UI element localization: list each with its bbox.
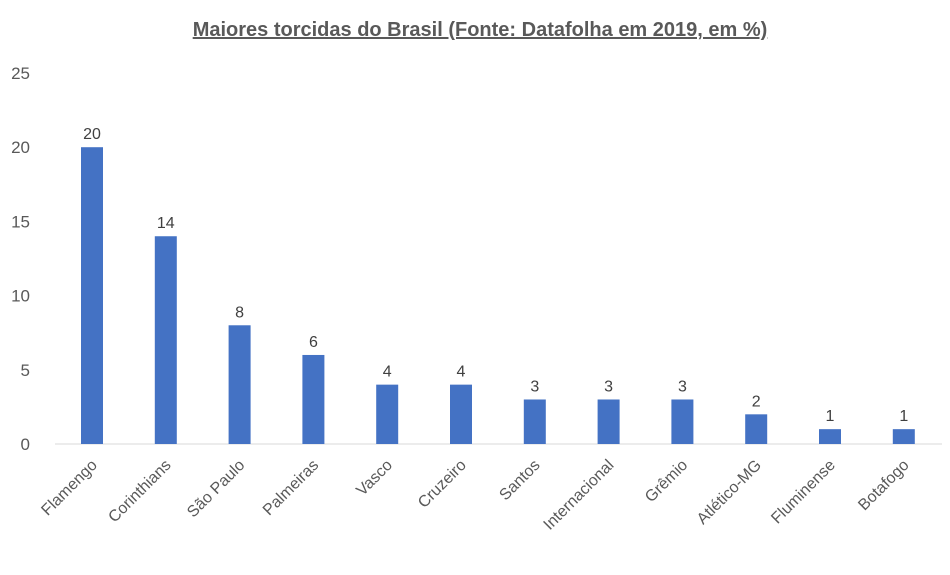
data-label: 8 (235, 304, 244, 321)
x-tick-label: Vasco (353, 457, 396, 500)
data-label: 4 (457, 364, 466, 381)
bar (154, 236, 177, 444)
x-tick-label: Atlético-MG (694, 457, 765, 528)
data-label: 4 (383, 364, 392, 381)
data-label: 3 (678, 378, 687, 395)
y-tick-label: 20 (11, 138, 30, 157)
data-label: 6 (309, 334, 318, 351)
y-tick-label: 25 (11, 64, 30, 83)
data-label: 3 (604, 378, 613, 395)
x-tick-label: Grêmio (642, 457, 691, 506)
x-tick-label: Corinthians (105, 457, 174, 526)
bar (745, 414, 768, 444)
bar (597, 399, 620, 444)
x-tick-label: Flamengo (38, 457, 100, 519)
bar (892, 429, 915, 444)
x-tick-label: Fluminense (768, 457, 839, 528)
bar (81, 147, 103, 444)
x-tick-label: Botafogo (855, 457, 912, 514)
bar (228, 325, 251, 444)
y-tick-label: 5 (21, 361, 30, 380)
bar (523, 399, 546, 444)
bar (819, 429, 841, 444)
data-label: 20 (83, 126, 101, 143)
x-tick-label: Cruzeiro (415, 457, 470, 512)
bar (376, 384, 399, 444)
chart-title: Maiores torcidas do Brasil (Fonte: Dataf… (193, 19, 768, 41)
y-tick-label: 10 (11, 287, 30, 306)
data-label: 1 (826, 408, 835, 425)
y-tick-label: 15 (11, 212, 30, 231)
data-label: 3 (530, 378, 539, 395)
data-label: 14 (157, 215, 175, 232)
data-label: 2 (752, 393, 761, 410)
y-tick-label: 0 (21, 435, 30, 454)
bar (450, 384, 472, 444)
bar (302, 354, 325, 444)
x-tick-label: São Paulo (184, 457, 248, 521)
x-tick-label: Internacional (541, 457, 618, 534)
x-tick-label: Santos (496, 457, 543, 504)
x-tick-label: Palmeiras (260, 457, 322, 519)
data-label: 1 (899, 408, 908, 425)
bar (671, 399, 694, 444)
